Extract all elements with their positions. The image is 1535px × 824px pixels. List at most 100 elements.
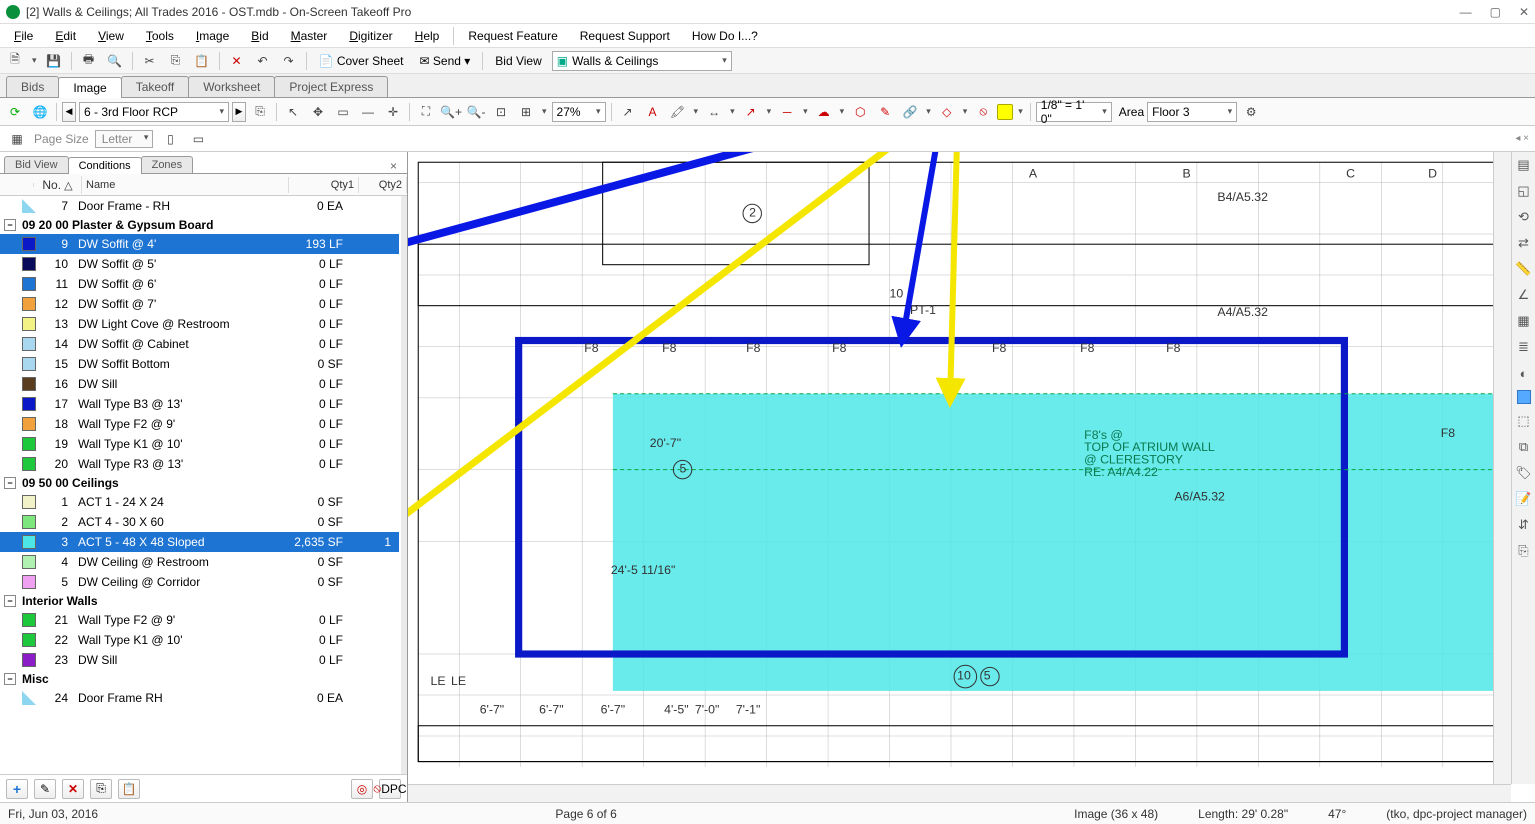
- page-prev-button[interactable]: ◀: [62, 102, 76, 122]
- preview-icon[interactable]: 🔍: [104, 50, 126, 72]
- edit-condition-button[interactable]: ✎: [34, 779, 56, 799]
- copy-condition-button[interactable]: ⎘: [90, 779, 112, 799]
- panel-tab-zones[interactable]: Zones: [141, 156, 194, 173]
- rt-grid-icon[interactable]: ▦: [1515, 312, 1533, 330]
- send-button[interactable]: ✉ Send ▾: [414, 52, 477, 70]
- cut-icon[interactable]: ✂: [139, 50, 161, 72]
- condition-row[interactable]: 9DW Soffit @ 4'193 LF: [0, 234, 399, 254]
- rt-angle-icon[interactable]: ∠: [1515, 286, 1533, 304]
- condition-row[interactable]: 22Wall Type K1 @ 10'0 LF: [0, 630, 399, 650]
- annot1-icon[interactable]: ↗: [617, 101, 639, 123]
- menu-image[interactable]: Image: [186, 27, 239, 45]
- condition-row[interactable]: 5DW Ceiling @ Corridor0 SF: [0, 572, 399, 592]
- rt-label-icon[interactable]: 🏷: [1515, 464, 1533, 482]
- rt-contrast-icon[interactable]: ◐: [1515, 364, 1533, 382]
- scale-dropdown[interactable]: 1/8" = 1' 0": [1036, 102, 1112, 122]
- hotspot-icon[interactable]: ◇: [936, 101, 958, 123]
- paste-condition-button[interactable]: 📋: [118, 779, 140, 799]
- zoom-in-icon[interactable]: 🔍+: [440, 101, 462, 123]
- rt-note-icon[interactable]: 📝: [1515, 490, 1533, 508]
- tab-takeoff[interactable]: Takeoff: [121, 76, 189, 97]
- zoom-actual-icon[interactable]: ⊞: [515, 101, 537, 123]
- section-header[interactable]: −Misc: [0, 670, 399, 688]
- dim-icon[interactable]: ↔: [703, 101, 725, 123]
- condition-row[interactable]: 15DW Soffit Bottom0 SF: [0, 354, 399, 374]
- portrait-icon[interactable]: ▯: [159, 128, 181, 150]
- condition-row[interactable]: 18Wall Type F2 @ 9'0 LF: [0, 414, 399, 434]
- condition-row[interactable]: 14DW Soffit @ Cabinet0 LF: [0, 334, 399, 354]
- condition-row[interactable]: 11DW Soffit @ 6'0 LF: [0, 274, 399, 294]
- redo-icon[interactable]: ↷: [278, 50, 300, 72]
- rt-crop-icon[interactable]: ⧉: [1515, 438, 1533, 456]
- zoom-out-icon[interactable]: 🔍-: [465, 101, 487, 123]
- highlighter-icon[interactable]: 🖍: [667, 101, 689, 123]
- landscape-icon[interactable]: ▭: [187, 128, 209, 150]
- maximize-button[interactable]: ▢: [1490, 5, 1501, 19]
- rt-compare-icon[interactable]: ⇵: [1515, 516, 1533, 534]
- revcloud-icon[interactable]: ☁: [813, 101, 835, 123]
- menu-bid[interactable]: Bid: [241, 27, 278, 45]
- menu-how-do-i[interactable]: How Do I...?: [682, 27, 768, 45]
- area-settings-icon[interactable]: ⚙: [1240, 101, 1262, 123]
- color-picker-icon[interactable]: [997, 104, 1013, 120]
- pan-icon[interactable]: ✥: [307, 101, 329, 123]
- menu-edit[interactable]: Edit: [45, 27, 86, 45]
- menu-master[interactable]: Master: [281, 27, 338, 45]
- rt-rotate-icon[interactable]: ⟲: [1515, 208, 1533, 226]
- section-header[interactable]: −Interior Walls: [0, 592, 399, 610]
- rt-flip-icon[interactable]: ⇄: [1515, 234, 1533, 252]
- rt-color2-icon[interactable]: ⬚: [1515, 412, 1533, 430]
- col-name[interactable]: Name: [82, 177, 289, 193]
- section-header[interactable]: −09 50 00 Ceilings: [0, 474, 399, 492]
- col-qty1[interactable]: Qty1: [289, 177, 359, 193]
- condition-row[interactable]: 17Wall Type B3 @ 13'0 LF: [0, 394, 399, 414]
- rt-dup-icon[interactable]: ⎘: [1515, 542, 1533, 560]
- pointer-icon[interactable]: ↖: [282, 101, 304, 123]
- page-next-button[interactable]: ▶: [232, 102, 246, 122]
- page-dropdown[interactable]: 6 - 3rd Floor RCP: [79, 102, 229, 122]
- rt-picker-icon[interactable]: [1517, 390, 1531, 404]
- panel-close-icon[interactable]: ×: [384, 159, 403, 173]
- select-icon[interactable]: ▭: [332, 101, 354, 123]
- tab-project-express[interactable]: Project Express: [274, 76, 388, 97]
- zoom-dropdown[interactable]: 27%: [552, 102, 606, 122]
- tab-image[interactable]: Image: [58, 77, 121, 98]
- zoom-window-icon[interactable]: ⛶: [415, 101, 437, 123]
- menu-help[interactable]: Help: [405, 27, 450, 45]
- text-icon[interactable]: A: [642, 101, 664, 123]
- condition-row[interactable]: 13DW Light Cove @ Restroom0 LF: [0, 314, 399, 334]
- condition-row[interactable]: 20Wall Type R3 @ 13'0 LF: [0, 454, 399, 474]
- new-icon[interactable]: 🗎: [4, 50, 26, 72]
- col-qty2[interactable]: Qty2: [359, 177, 407, 193]
- menu-request-support[interactable]: Request Support: [570, 27, 680, 45]
- rt-layers-icon[interactable]: ≣: [1515, 338, 1533, 356]
- canvas-vscrollbar[interactable]: [1493, 152, 1511, 784]
- line-icon[interactable]: ―: [357, 101, 379, 123]
- condition-row[interactable]: 1ACT 1 - 24 X 240 SF: [0, 492, 399, 512]
- stamp-icon[interactable]: ⬡: [849, 101, 871, 123]
- col-no[interactable]: No. △: [34, 176, 82, 194]
- eraser-icon[interactable]: ⦸: [972, 101, 994, 123]
- condition-row[interactable]: 2ACT 4 - 30 X 600 SF: [0, 512, 399, 532]
- refresh-icon[interactable]: ⟳: [4, 101, 26, 123]
- condition-row[interactable]: 12DW Soffit @ 7'0 LF: [0, 294, 399, 314]
- drawing-canvas[interactable]: A B C D 10 PT-1 F8F8F8 F8F8F8 F8F8 20'-7…: [408, 152, 1535, 802]
- delete-icon[interactable]: ✕: [226, 50, 248, 72]
- panel-tab-bidview[interactable]: Bid View: [4, 156, 69, 173]
- rt-home-icon[interactable]: ◱: [1515, 182, 1533, 200]
- condition-row[interactable]: 21Wall Type F2 @ 9'0 LF: [0, 610, 399, 630]
- menu-file[interactable]: File: [4, 27, 43, 45]
- condition-row[interactable]: 7Door Frame - RH0 EA: [0, 196, 399, 216]
- new-dropdown[interactable]: ▾: [30, 55, 39, 66]
- condition-row[interactable]: 3ACT 5 - 48 X 48 Sloped2,635 SF1: [0, 532, 399, 552]
- menu-tools[interactable]: Tools: [136, 27, 184, 45]
- delete-condition-button[interactable]: ✕: [62, 779, 84, 799]
- rt-nav-icon[interactable]: ▤: [1515, 156, 1533, 174]
- condition-row[interactable]: 16DW Sill0 LF: [0, 374, 399, 394]
- tab-worksheet[interactable]: Worksheet: [188, 76, 275, 97]
- bid-view-button[interactable]: Bid View: [489, 52, 547, 70]
- panel-tab-conditions[interactable]: Conditions: [68, 157, 142, 174]
- menu-request-feature[interactable]: Request Feature: [458, 27, 567, 45]
- condition-row[interactable]: 24Door Frame RH0 EA: [0, 688, 399, 708]
- paste-icon[interactable]: 📋: [191, 50, 213, 72]
